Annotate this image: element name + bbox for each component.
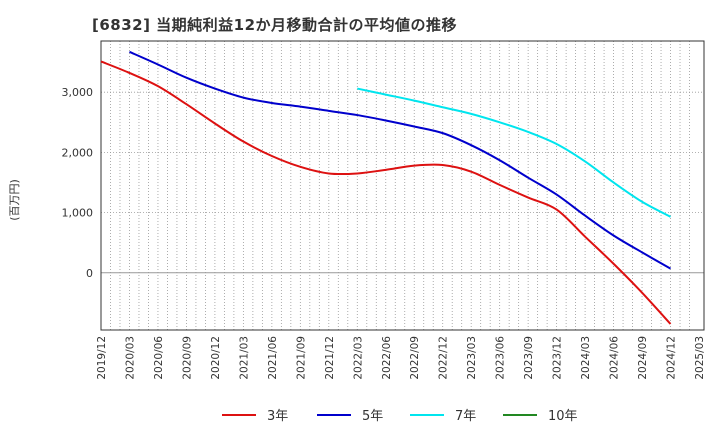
x-tick-label: 2023/06	[495, 336, 507, 380]
x-tick-label: 2022/03	[352, 336, 364, 380]
x-tick-label: 2020/06	[153, 336, 165, 380]
x-tick-label: 2021/06	[267, 336, 279, 380]
x-tick-label: 2022/09	[409, 336, 421, 380]
y-tick-label: 3,000	[62, 86, 94, 99]
legend-label-3: 7年	[455, 409, 476, 424]
x-tick-label: 2024/03	[580, 336, 592, 380]
x-tick-label: 2021/03	[238, 336, 250, 380]
x-tick-label: 2020/03	[124, 336, 136, 380]
y-axis-label: (百万円)	[8, 179, 21, 221]
plot-background	[101, 41, 704, 330]
plot-frame	[100, 40, 705, 331]
series-line-1	[100, 60, 672, 325]
x-tick-label: 2025/03	[694, 336, 706, 380]
legend-label-2: 5年	[362, 409, 383, 424]
legend-label-4: 10年	[548, 409, 578, 424]
x-tick-label: 2023/12	[552, 336, 564, 380]
x-tick-label: 2020/09	[181, 336, 193, 380]
x-tick-label: 2023/09	[523, 336, 535, 380]
y-axis-ticks: 0 1,000 2,000 3,000	[62, 86, 94, 280]
x-tick-label: 2020/12	[210, 336, 222, 380]
x-tick-label: 2019/12	[96, 336, 108, 380]
y-tick-label: 0	[86, 267, 93, 280]
y-tick-label: 1,000	[62, 207, 94, 220]
legend: 3年 5年 7年 10年	[222, 409, 578, 424]
x-tick-label: 2021/09	[295, 336, 307, 380]
x-tick-label: 2024/06	[609, 336, 621, 380]
x-tick-label: 2024/09	[637, 336, 649, 380]
series-line-2	[129, 50, 672, 270]
x-tick-label: 2023/03	[466, 336, 478, 380]
grid-layer	[101, 41, 704, 330]
x-tick-label: 2021/12	[324, 336, 336, 380]
series-layer	[100, 50, 672, 325]
y-tick-label: 2,000	[62, 146, 94, 159]
x-tick-label: 2022/06	[381, 336, 393, 380]
chart-title: [6832] 当期純利益12か月移動合計の平均値の推移	[92, 16, 458, 34]
x-tick-label: 2022/12	[438, 336, 450, 380]
x-tick-label: 2024/12	[666, 336, 678, 380]
legend-label-1: 3年	[267, 409, 288, 424]
series-line-3	[357, 87, 671, 218]
x-axis-ticks: 2019/12 2020/03 2020/06 2020/09 2020/12 2021/…	[96, 336, 706, 380]
